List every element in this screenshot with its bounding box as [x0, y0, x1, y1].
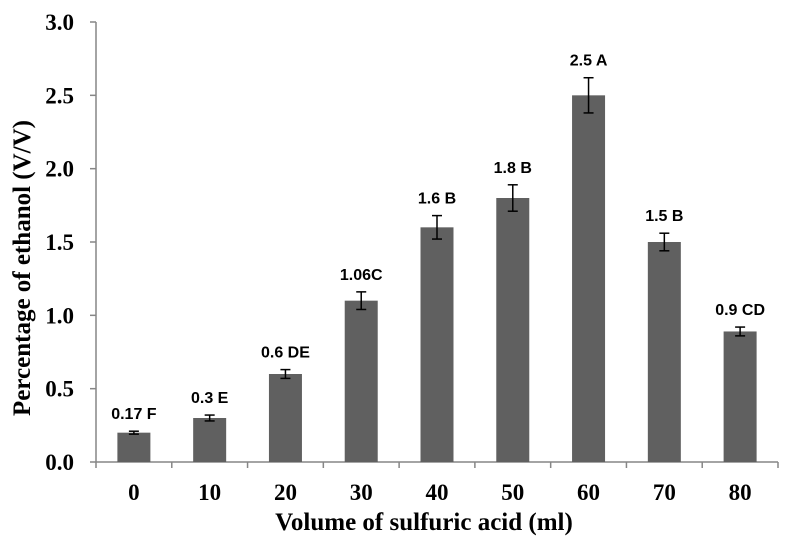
data-label: 1.06C — [340, 267, 383, 284]
y-axis-title: Percentage of ethanol (V/V) — [9, 120, 36, 416]
error-bar — [204, 414, 215, 422]
data-label: 0.6 DE — [261, 345, 310, 362]
error-bar — [659, 232, 670, 252]
data-label: 1.8 B — [494, 160, 532, 177]
bar — [117, 432, 151, 462]
y-tick-label: 1.0 — [45, 303, 74, 328]
y-tick-label: 0.0 — [45, 450, 74, 475]
x-tick-label: 20 — [274, 480, 297, 505]
y-tick-label: 1.5 — [45, 230, 74, 255]
x-axis-title: Volume of sulfuric acid (ml) — [275, 509, 573, 536]
error-bar — [735, 326, 746, 337]
bars — [117, 95, 757, 462]
bar — [647, 242, 681, 462]
error-bar — [128, 430, 139, 435]
x-tick-label: 80 — [729, 480, 752, 505]
x-tick-label: 40 — [426, 480, 449, 505]
bar — [420, 227, 454, 462]
x-tick-label: 50 — [501, 480, 524, 505]
data-label: 1.6 B — [418, 191, 456, 208]
data-label: 0.3 E — [191, 390, 229, 407]
data-labels: 0.17 F 0.3 E 0.6 DE 1.06C 1.6 B 1.8 B 2.5 A 1.5… — [111, 53, 765, 423]
error-bar — [583, 76, 594, 114]
y-tick-label: 0.5 — [45, 377, 74, 402]
x-tick-label: 30 — [350, 480, 373, 505]
y-tick-label: 3.0 — [45, 10, 74, 35]
data-label: 2.5 A — [570, 53, 608, 70]
y-tick-label: 2.5 — [45, 83, 74, 108]
error-bars — [128, 76, 746, 435]
data-label: 0.9 CD — [715, 302, 765, 319]
error-bar — [432, 214, 442, 240]
error-bar — [507, 184, 518, 212]
bar — [496, 198, 530, 462]
x-tick-label: 10 — [198, 480, 221, 505]
x-tick-label: 70 — [653, 480, 676, 505]
bar — [344, 300, 378, 462]
tick-labels: 0.0 0.5 1.0 1.5 2.0 2.5 3.0 0 10 20 30 40 50 60 70 80 — [45, 10, 751, 505]
y-tick-label: 2.0 — [45, 157, 74, 182]
error-bar — [356, 291, 367, 311]
bar — [572, 95, 606, 462]
bar — [723, 331, 757, 462]
data-label: 1.5 B — [645, 208, 683, 225]
x-tick-label: 60 — [577, 480, 600, 505]
x-tick-label: 0 — [128, 480, 140, 505]
bar — [268, 374, 302, 462]
data-label: 0.17 F — [111, 406, 157, 423]
error-bar — [280, 368, 291, 380]
bar — [193, 418, 227, 462]
